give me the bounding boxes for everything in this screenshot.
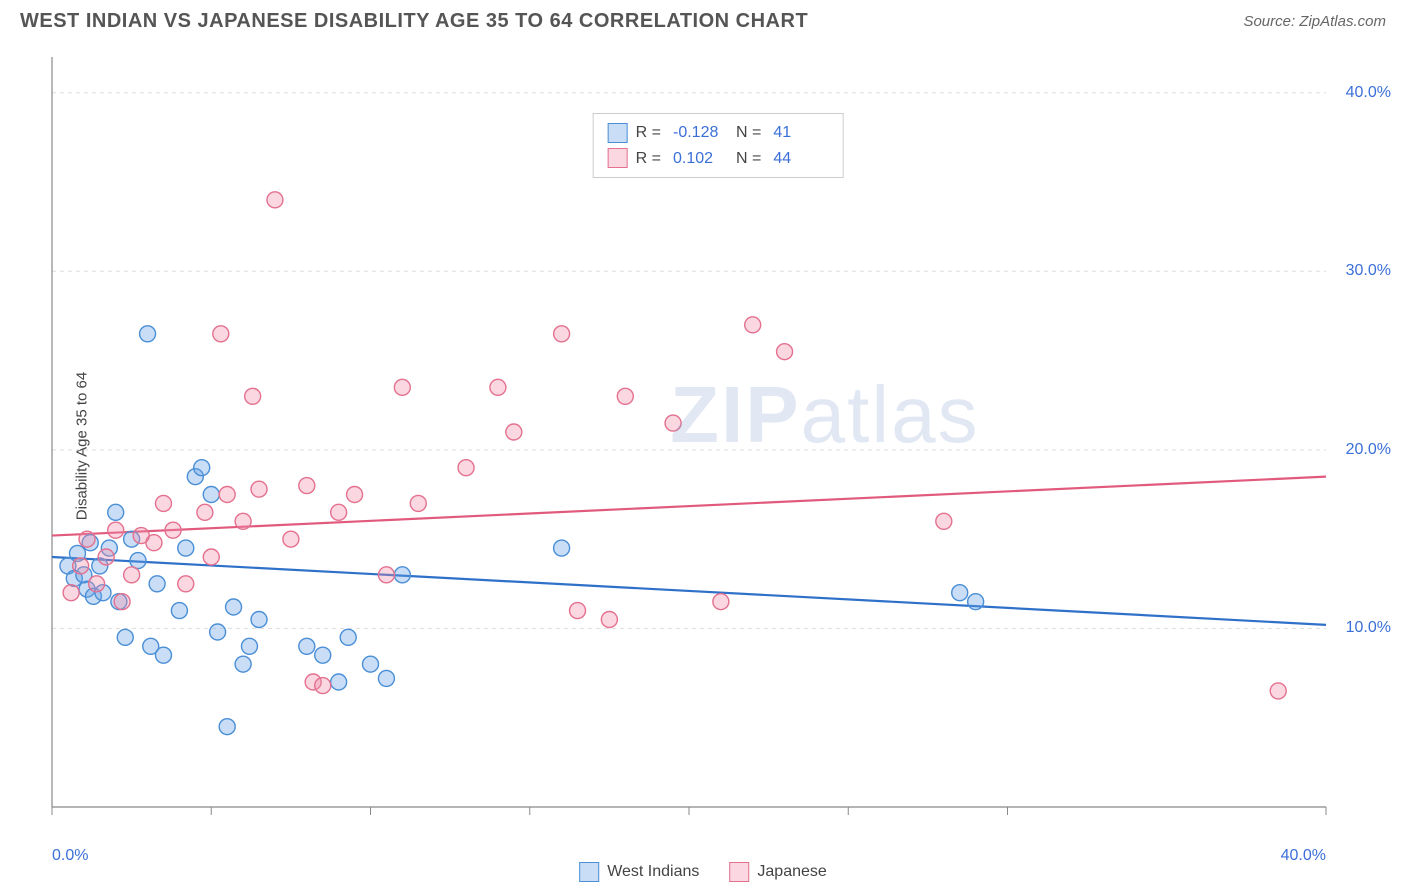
series-legend: West Indians Japanese	[579, 862, 827, 882]
r-label: R =	[636, 120, 661, 146]
y-tick-label: 40.0%	[1346, 84, 1391, 102]
correlation-legend-row: R = -0.128 N = 41	[608, 120, 829, 146]
chart-header: WEST INDIAN VS JAPANESE DISABILITY AGE 3…	[0, 0, 1406, 33]
y-tick-label: 20.0%	[1346, 441, 1391, 459]
n-value: 44	[773, 146, 828, 172]
chart-title: WEST INDIAN VS JAPANESE DISABILITY AGE 3…	[20, 10, 808, 33]
series-legend-item: West Indians	[579, 862, 699, 882]
x-tick-label: 0.0%	[52, 847, 88, 865]
n-label: N =	[736, 120, 761, 146]
source-label: Source: ZipAtlas.com	[1243, 13, 1386, 30]
x-tick-label: 40.0%	[1281, 847, 1326, 865]
series-name: West Indians	[607, 863, 699, 881]
correlation-legend: R = -0.128 N = 41 R = 0.102 N = 44	[593, 113, 844, 178]
n-label: N =	[736, 146, 761, 172]
r-label: R =	[636, 146, 661, 172]
y-tick-label: 10.0%	[1346, 619, 1391, 637]
legend-swatch	[579, 862, 599, 882]
legend-swatch	[729, 862, 749, 882]
r-value: 0.102	[673, 146, 728, 172]
y-tick-label: 30.0%	[1346, 262, 1391, 280]
correlation-legend-row: R = 0.102 N = 44	[608, 146, 829, 172]
legend-swatch	[608, 123, 628, 143]
r-value: -0.128	[673, 120, 728, 146]
chart-area: ZIPatlas R =-0.128 N =41 R =0.102 N =44 …	[50, 55, 1386, 837]
n-value: 41	[773, 120, 828, 146]
series-legend-item: Japanese	[729, 862, 826, 882]
series-name: Japanese	[757, 863, 826, 881]
legend-swatch	[608, 148, 628, 168]
